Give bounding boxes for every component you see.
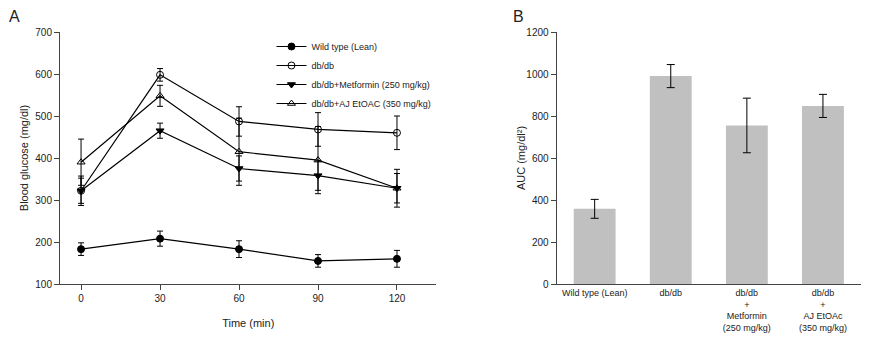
svg-text:200: 200 <box>35 237 52 248</box>
svg-text:120: 120 <box>389 293 406 304</box>
svg-text:AUC (mg/dl²): AUC (mg/dl²) <box>515 126 527 190</box>
svg-text:A: A <box>9 8 20 25</box>
svg-text:600: 600 <box>35 69 52 80</box>
svg-text:db/db: db/db <box>659 288 682 298</box>
svg-text:db/db+AJ EtOAC (350 mg/kg): db/db+AJ EtOAC (350 mg/kg) <box>311 99 430 109</box>
svg-text:60: 60 <box>233 293 245 304</box>
svg-text:400: 400 <box>532 195 549 206</box>
svg-text:db/db+Metformin (250 mg/kg): db/db+Metformin (250 mg/kg) <box>311 80 429 90</box>
svg-text:Wild type (Lean): Wild type (Lean) <box>562 288 628 298</box>
svg-text:0: 0 <box>543 279 549 290</box>
svg-text:Blood glucose (mg/dl): Blood glucose (mg/dl) <box>18 105 30 211</box>
svg-text:700: 700 <box>35 27 52 38</box>
svg-text:db/db+Metformin(250 mg/kg): db/db+Metformin(250 mg/kg) <box>723 288 771 333</box>
svg-text:0: 0 <box>78 293 84 304</box>
svg-text:800: 800 <box>532 111 549 122</box>
svg-text:300: 300 <box>35 195 52 206</box>
svg-text:600: 600 <box>532 153 549 164</box>
svg-text:B: B <box>513 8 524 25</box>
svg-text:db/db: db/db <box>311 61 334 71</box>
svg-text:90: 90 <box>312 293 324 304</box>
svg-text:30: 30 <box>154 293 166 304</box>
svg-text:500: 500 <box>35 111 52 122</box>
svg-text:400: 400 <box>35 153 52 164</box>
svg-text:200: 200 <box>532 237 549 248</box>
svg-text:1200: 1200 <box>526 27 549 38</box>
svg-text:100: 100 <box>35 279 52 290</box>
svg-text:db/db+AJ EtOAc(350 mg/kg): db/db+AJ EtOAc(350 mg/kg) <box>799 288 847 333</box>
svg-text:Wild type (Lean): Wild type (Lean) <box>311 42 377 52</box>
svg-text:Time (min): Time (min) <box>222 317 274 329</box>
svg-text:1000: 1000 <box>526 69 549 80</box>
